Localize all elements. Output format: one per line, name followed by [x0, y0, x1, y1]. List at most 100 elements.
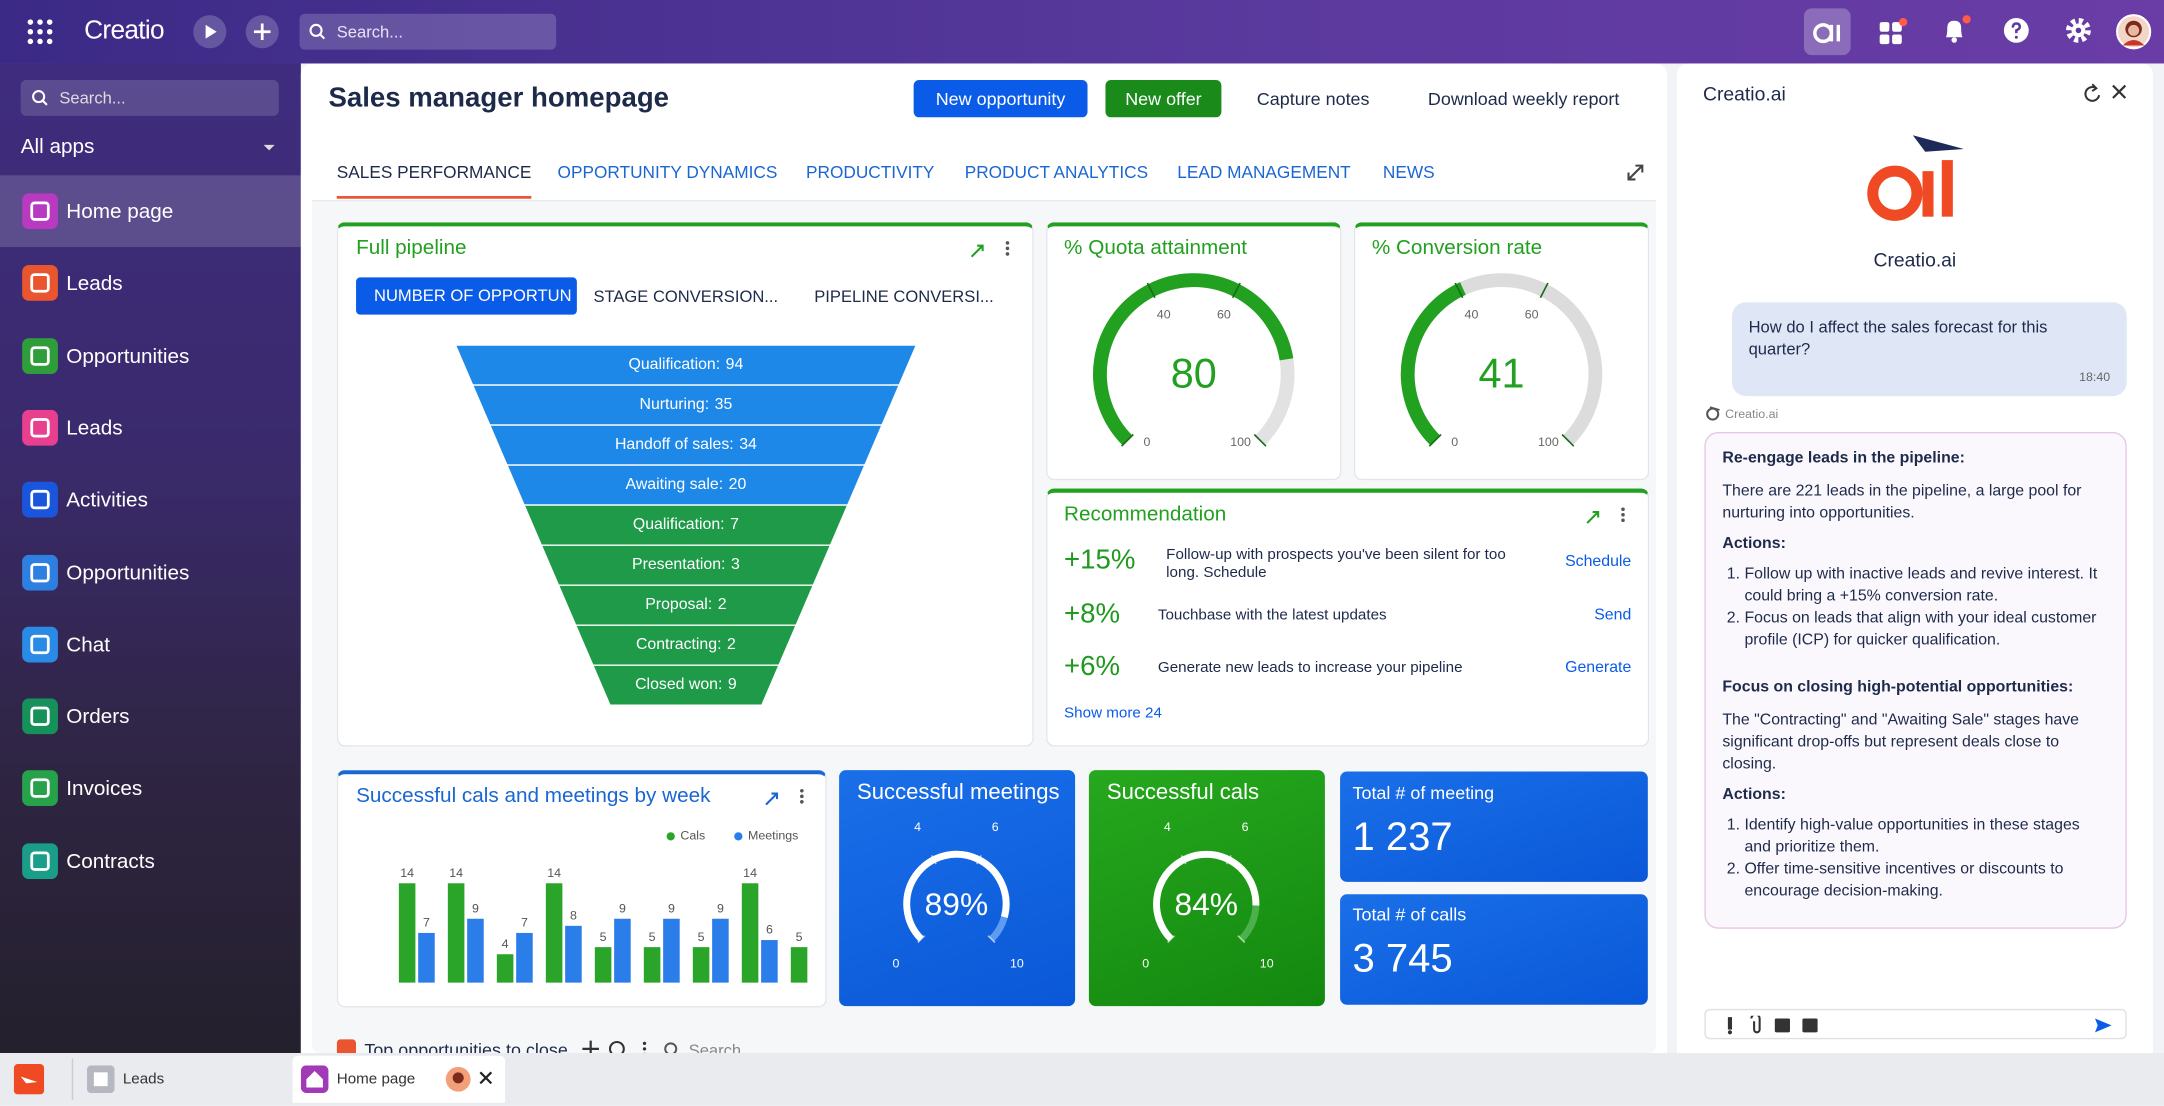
kpi-title: Total # of calls	[1352, 903, 1467, 925]
widget-title: Successful cals and meetings by week	[356, 783, 711, 808]
nav-icon	[22, 265, 58, 302]
bar	[692, 947, 710, 983]
show-more-link[interactable]: Show more 24	[1064, 705, 1162, 722]
widget-tools[interactable]	[765, 787, 812, 806]
apps-menu[interactable]	[26, 18, 54, 46]
rec-text: Generate new leads to increase your pipe…	[1157, 659, 1463, 677]
widget-tools[interactable]	[1586, 505, 1633, 524]
apps-icon[interactable]	[1878, 17, 1908, 46]
tab[interactable]: LEAD MANAGEMENT	[1177, 162, 1351, 183]
nav-item[interactable]: Chat	[0, 608, 301, 680]
download-report-button[interactable]: Download weekly report	[1427, 88, 1620, 110]
bar-value-label: 5	[649, 930, 656, 944]
nav-item[interactable]: Leads	[0, 392, 301, 464]
tab-tools[interactable]	[444, 1065, 499, 1093]
bar	[712, 918, 729, 983]
brand[interactable]: Creatio	[84, 16, 164, 46]
category-label: Proposal:	[645, 596, 712, 613]
rec-change: +15%	[1064, 545, 1136, 576]
bar	[594, 947, 612, 983]
gauge-tick-label: 100	[1538, 435, 1559, 449]
tab[interactable]: PRODUCTIVITY	[805, 162, 935, 183]
help[interactable]	[2003, 17, 2031, 45]
widget-tools[interactable]	[970, 239, 1017, 258]
bar-value-label: 14	[400, 866, 414, 880]
chat-input[interactable]	[1704, 1008, 2127, 1040]
gauge-tick-label: 60	[1217, 307, 1231, 321]
nav-item[interactable]: Invoices	[0, 753, 301, 825]
bar	[398, 883, 416, 983]
search-box[interactable]: Search...	[299, 13, 557, 50]
answer-actions: Identify high-value opportunities in the…	[1722, 814, 2108, 902]
rec-action[interactable]: Send	[1594, 606, 1632, 624]
tab[interactable]: PRODUCT ANALYTICS	[964, 162, 1149, 183]
nav-item[interactable]: Activities	[0, 464, 301, 536]
nav-label: Invoices	[66, 777, 143, 801]
apps-selector[interactable]: All apps	[20, 135, 95, 159]
nav-item[interactable]: Home page	[0, 175, 301, 248]
gauge-tick-label: 0	[1451, 435, 1458, 449]
taskbar: Leads Home page	[0, 1053, 2164, 1106]
gauge-chart: 0 4 6 10 89%	[892, 820, 1023, 971]
bar-value-label: 9	[717, 901, 724, 915]
pipeline-tab[interactable]: NUMBER OF OPPORTUN	[356, 277, 577, 315]
bar	[418, 932, 435, 983]
category-label: Qualification:	[633, 516, 725, 533]
input-tools[interactable]	[1722, 1015, 2122, 1035]
gauge-tick	[1561, 433, 1575, 447]
tab[interactable]: NEWS	[1382, 162, 1435, 183]
task-tab[interactable]: Home page	[292, 1055, 506, 1103]
answer-text: There are 221 leads in the pipeline, a l…	[1722, 483, 2082, 522]
nav-icon	[22, 698, 58, 735]
funnel-segment	[591, 664, 781, 706]
user-message: How do I affect the sales forecast for t…	[1732, 302, 2127, 397]
assistant-logo	[1867, 135, 1964, 221]
answer-actions: Follow up with inactive leads and revive…	[1722, 563, 2108, 651]
nav-item[interactable]: Orders	[0, 681, 301, 753]
gauge-tick	[976, 855, 982, 865]
rec-action[interactable]: Generate	[1565, 659, 1632, 677]
kpi-tile: Total # of meeting 1 237	[1340, 771, 1648, 882]
gauge-tick-label: 4	[914, 820, 921, 834]
nav-label: Leads	[66, 416, 123, 441]
bar	[663, 918, 680, 983]
bar	[614, 918, 631, 983]
meetings-tile: Successful meetings 0 4 6 10 89%	[839, 770, 1076, 1007]
gauge-tick	[987, 935, 996, 944]
bar-value-label: 7	[423, 916, 430, 930]
home-launcher[interactable]	[13, 1064, 45, 1095]
bar	[565, 925, 582, 983]
task-tab[interactable]: Leads	[71, 1058, 279, 1100]
bar-value-label: 14	[743, 866, 757, 880]
assistant-tools[interactable]	[2083, 83, 2138, 102]
capture-notes-button[interactable]: Capture notes	[1256, 88, 1370, 110]
add-button[interactable]	[244, 14, 280, 50]
sender-name: Creatio.ai	[1725, 407, 1779, 421]
nav-item[interactable]: Contracts	[0, 825, 301, 897]
pipeline-tab[interactable]: PIPELINE CONVERSI...	[814, 287, 994, 307]
new-opportunity-button[interactable]: New opportunity	[913, 80, 1088, 118]
gauge-chart: 0 40 60 100 80	[1093, 273, 1295, 449]
rec-action[interactable]: Schedule	[1565, 553, 1632, 570]
nav-item[interactable]: Opportunities	[0, 536, 301, 608]
sidebar-search[interactable]: Search...	[20, 80, 279, 116]
ai-button[interactable]	[1803, 8, 1851, 56]
settings[interactable]	[2065, 17, 2093, 45]
nav-icon	[22, 770, 58, 807]
nav-icon	[22, 554, 58, 590]
quota-widget: % Quota attainment 0 40 60 100 80	[1046, 222, 1342, 481]
avatar[interactable]	[2116, 14, 2152, 50]
nav-icon	[22, 842, 58, 879]
nav-item[interactable]: Leads	[0, 247, 301, 319]
category-label: Contracting:	[636, 636, 722, 653]
pipeline-tab[interactable]: STAGE CONVERSION...	[593, 287, 779, 307]
notifications[interactable]	[1940, 15, 1971, 45]
expand-icon[interactable]	[1627, 164, 1644, 181]
nav-item[interactable]: Opportunities	[0, 320, 301, 392]
tile-title: Successful meetings	[857, 781, 1060, 805]
run-button[interactable]	[192, 14, 228, 50]
tab[interactable]: OPPORTUNITY DYNAMICS	[557, 162, 778, 183]
tab[interactable]: SALES PERFORMANCE	[336, 163, 532, 199]
new-offer-button[interactable]: New offer	[1105, 80, 1222, 118]
